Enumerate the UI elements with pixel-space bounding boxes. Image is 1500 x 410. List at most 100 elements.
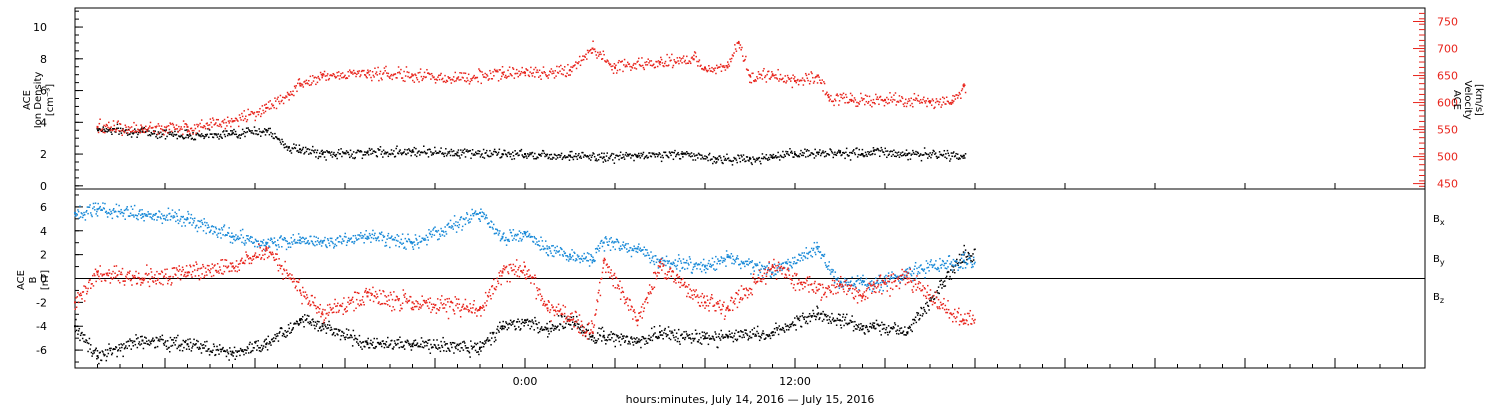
bx-series-point	[767, 335, 770, 338]
by-series-point	[78, 217, 81, 219]
ion-density-series-point	[463, 148, 466, 150]
velocity-series-point	[151, 127, 153, 129]
ion-density-series-point	[346, 151, 349, 154]
velocity-series-point	[590, 52, 593, 54]
ion-density-series-point	[584, 154, 586, 156]
bx-series-point	[536, 327, 539, 329]
bx-series-point	[188, 348, 191, 351]
bx-series-point	[376, 337, 378, 340]
bx-series-point	[152, 337, 154, 340]
ion-density-series-point	[624, 154, 627, 156]
by-series-point	[771, 271, 773, 274]
velocity-series-point	[619, 68, 621, 71]
velocity-series-point	[491, 78, 494, 80]
ion-density-series-point	[754, 161, 757, 163]
ion-density-series-point	[631, 154, 634, 156]
bx-series-point	[840, 327, 843, 329]
ion-density-series-point	[543, 152, 546, 155]
velocity-series-point	[951, 101, 954, 104]
by-series-point	[204, 224, 207, 227]
velocity-series-point	[866, 95, 868, 97]
velocity-series-point	[784, 75, 786, 77]
by-series-point	[299, 239, 301, 242]
velocity-series-point	[704, 67, 706, 69]
by-series-point	[338, 241, 340, 243]
bx-series-point	[944, 285, 947, 287]
ion-density-series-point	[820, 152, 823, 155]
ion-density-series-point	[829, 148, 831, 150]
bx-series-point	[477, 351, 479, 353]
by-series-point	[678, 257, 681, 260]
ion-density-series-point	[717, 158, 720, 161]
ion-density-series-point	[604, 159, 606, 161]
by-series-point	[162, 215, 164, 217]
ion-density-series-point	[382, 149, 385, 151]
velocity-series-point	[749, 76, 752, 78]
velocity-series-point	[606, 59, 609, 61]
velocity-series-point	[624, 65, 627, 68]
bx-series-point	[850, 319, 852, 322]
velocity-series-point	[463, 79, 466, 82]
bx-series-point	[730, 336, 733, 338]
ion-density-series-point	[508, 151, 510, 154]
ion-density-series-point	[688, 155, 690, 157]
velocity-series-point	[538, 69, 541, 72]
bx-series-point	[235, 350, 237, 352]
by-series-point	[196, 230, 199, 233]
bx-series-point	[665, 335, 668, 338]
velocity-series-point	[834, 99, 837, 102]
by-series-point	[236, 237, 238, 239]
bx-series-point	[441, 344, 443, 347]
ion-density-series-point	[622, 153, 624, 156]
by-series-point	[694, 263, 697, 265]
by-series-point	[823, 255, 825, 258]
ion-density-series-point	[719, 155, 721, 157]
velocity-series-point	[96, 125, 99, 128]
ion-density-series-point	[189, 133, 191, 136]
by-series-point	[285, 248, 288, 251]
velocity-series-point	[714, 67, 716, 69]
ion-density-series-point	[898, 156, 901, 158]
ion-density-series-point	[944, 156, 946, 158]
by-series-point	[206, 222, 208, 224]
velocity-series-point	[182, 120, 185, 122]
velocity-series-point	[901, 96, 903, 98]
ion-density-series-point	[514, 150, 516, 152]
bx-series-point	[555, 328, 557, 330]
ion-density-series-point	[283, 146, 286, 149]
velocity-series-point	[884, 99, 886, 101]
velocity-series-point	[330, 74, 333, 77]
bx-series-point	[671, 330, 673, 333]
by-series-point	[204, 221, 206, 224]
ion-density-series-point	[368, 147, 371, 150]
ion-density-series-point	[841, 154, 843, 156]
by-series-point	[412, 248, 415, 250]
velocity-series-point	[146, 130, 149, 133]
bx-series-point	[463, 340, 465, 343]
by-series-point	[538, 240, 540, 242]
by-series-point	[536, 241, 538, 243]
bx-series-point	[306, 318, 308, 320]
ion-density-series-point	[700, 158, 702, 160]
ion-density-series-point	[632, 154, 634, 157]
by-series-point	[376, 237, 379, 239]
bx-series-point	[303, 326, 305, 328]
ion-density-series-point	[657, 154, 660, 156]
velocity-series-point	[730, 60, 732, 63]
by-series-point	[709, 263, 712, 266]
velocity-series-point	[857, 102, 860, 104]
by-series-point	[127, 209, 129, 211]
velocity-series-point	[142, 131, 145, 133]
bx-series-point	[633, 337, 635, 339]
ion-density-series-point	[641, 153, 644, 156]
velocity-series-point	[411, 73, 413, 75]
velocity-series-point	[892, 98, 894, 101]
bx-series-point	[281, 327, 283, 330]
ion-density-series-point	[474, 154, 476, 156]
by-series-point	[485, 214, 488, 216]
ion-density-series-point	[388, 153, 390, 155]
bx-series-point	[884, 332, 886, 334]
velocity-series-point	[174, 128, 176, 130]
ion-density-series-point	[639, 157, 642, 159]
